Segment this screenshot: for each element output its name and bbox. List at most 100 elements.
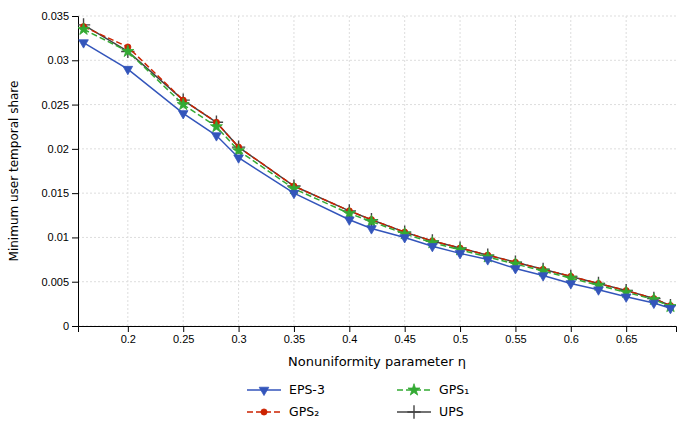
grid-line-y	[78, 104, 676, 105]
grid-line-x	[515, 16, 516, 326]
grid-line-x	[460, 16, 461, 326]
x-tick: 0.25	[173, 326, 194, 345]
y-tick: 0.005	[41, 276, 78, 288]
x-tick-label: 0.2	[121, 333, 136, 345]
y-tick-label: 0.03	[48, 54, 69, 66]
series-marker	[566, 281, 576, 289]
y-tick-mark	[72, 237, 78, 238]
grid-line-x	[349, 16, 350, 326]
grid-line-y	[78, 16, 676, 17]
series-marker	[178, 111, 188, 119]
grid-line-x	[293, 16, 294, 326]
x-tick-mark	[349, 326, 350, 332]
y-tick-mark	[72, 326, 78, 327]
x-tick-mark	[183, 326, 184, 332]
legend-item: EPS-3	[247, 382, 325, 397]
grid-line-x	[127, 16, 128, 326]
y-tick: 0.035	[41, 10, 78, 22]
series-line	[84, 43, 671, 309]
x-tick-mark	[626, 326, 627, 332]
y-tick: 0.03	[48, 54, 78, 66]
series-marker	[289, 190, 299, 198]
x-tick: 0.65	[616, 326, 637, 345]
x-tick-mark	[515, 326, 516, 332]
series-marker	[177, 98, 189, 109]
legend-item: UPS	[397, 404, 464, 419]
y-tick-label: 0.005	[41, 276, 69, 288]
grid-line-x	[238, 16, 239, 326]
y-tick: 0.02	[48, 143, 78, 155]
series-marker	[666, 306, 676, 314]
legend-swatch-marker	[408, 384, 420, 395]
series	[78, 23, 676, 312]
x-tick-label: 0.3	[231, 333, 246, 345]
x-tick-mark	[571, 326, 572, 332]
y-axis: 0 0.005 0.01 0.015 0.02 0.025 0.03 0.035	[41, 10, 78, 332]
x-tick: 0.35	[284, 326, 305, 345]
y-tick-label: 0.01	[48, 231, 69, 243]
x-tick: 0.5	[453, 326, 468, 345]
y-tick-mark	[72, 60, 78, 61]
x-axis-line	[79, 327, 677, 333]
y-axis-title: Minimum user temporal share	[7, 81, 21, 262]
x-tick: 0.6	[564, 326, 579, 345]
series-marker	[649, 300, 659, 308]
grid-line-y	[78, 60, 676, 61]
x-tick-mark	[405, 326, 406, 332]
y-tick-mark	[72, 282, 78, 283]
x-tick: 0.55	[505, 326, 526, 345]
x-tick-mark	[128, 326, 129, 332]
y-tick-label: 0	[63, 320, 69, 332]
grid-line-y	[78, 281, 676, 282]
series	[78, 18, 676, 312]
y-tick-mark	[72, 105, 78, 106]
data-marks	[78, 18, 676, 314]
y-tick: 0.015	[41, 187, 78, 199]
series-marker	[621, 294, 631, 302]
x-tick-label: 0.35	[284, 333, 305, 345]
grid-line-x	[404, 16, 405, 326]
series-marker	[210, 120, 222, 131]
x-tick-label: 0.45	[394, 333, 415, 345]
x-axis-title: Nonuniformity parameter η	[288, 354, 466, 369]
grid-line-y	[78, 148, 676, 149]
legend-swatch-marker	[261, 409, 267, 415]
x-tick-label: 0.55	[505, 333, 526, 345]
series-marker	[511, 266, 521, 274]
legend-swatch-marker	[407, 405, 420, 418]
series	[80, 24, 673, 309]
series-marker	[212, 133, 222, 141]
grid	[78, 16, 676, 326]
chart: 0.2 0.25 0.3 0.35 0.4 0.45 0.5 0.55 0.6 0.65 0 0.00…	[0, 0, 700, 434]
series-marker	[367, 226, 377, 234]
y-tick-mark	[72, 16, 78, 17]
x-tick: 0.45	[394, 326, 415, 345]
x-tick-label: 0.25	[173, 333, 194, 345]
series-line	[84, 25, 671, 306]
x-tick-mark	[294, 326, 295, 332]
y-tick: 0.025	[41, 99, 78, 111]
series-marker	[455, 251, 465, 259]
legend-label: GPS₁	[439, 382, 469, 397]
y-axis-line	[72, 17, 79, 327]
y-tick: 0.01	[48, 231, 78, 243]
series-marker	[234, 155, 244, 163]
grid-line-x	[183, 16, 184, 326]
x-tick-mark	[239, 326, 240, 332]
x-tick: 0.3	[231, 326, 246, 345]
x-tick-label: 0.4	[342, 333, 357, 345]
series-marker	[365, 215, 377, 226]
legend-label: UPS	[439, 404, 464, 419]
x-tick-mark	[460, 326, 461, 332]
series-line	[84, 29, 671, 306]
x-tick-label: 0.5	[453, 333, 468, 345]
series	[79, 40, 676, 314]
y-tick-mark	[72, 149, 78, 150]
series-marker	[400, 235, 410, 243]
legend: EPS-3 GPS₁ GPS₂ UPS	[247, 382, 469, 419]
x-tick-label: 0.6	[564, 333, 579, 345]
series-marker	[365, 213, 378, 226]
legend-item: GPS₂	[247, 404, 319, 419]
y-tick-label: 0.02	[48, 143, 69, 155]
grid-line-y	[78, 193, 676, 194]
